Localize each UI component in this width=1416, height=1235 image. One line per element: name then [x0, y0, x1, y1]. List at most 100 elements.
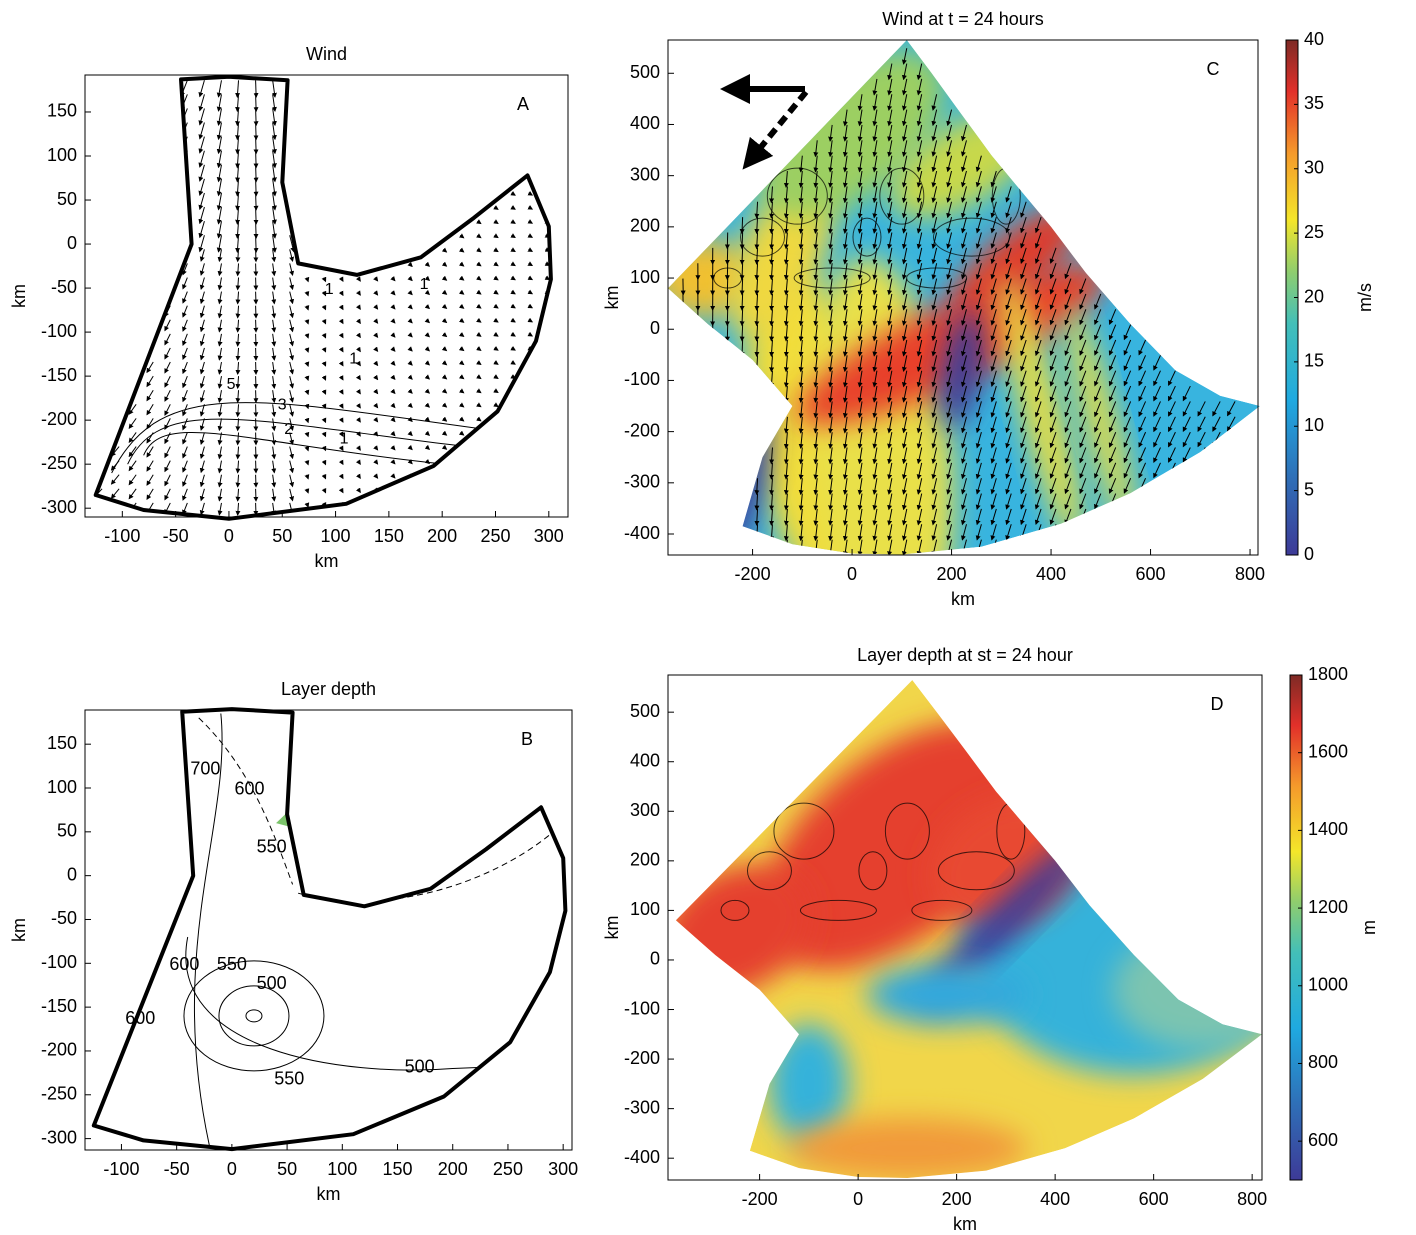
- wind-arrow: [390, 318, 396, 324]
- wind-arrow: [527, 289, 534, 295]
- y-tick-label: -50: [51, 277, 77, 297]
- wind-arrow: [1034, 493, 1042, 510]
- wind-arrow: [407, 402, 413, 408]
- wind-arrow: [1123, 324, 1132, 341]
- wind-arrow: [931, 370, 938, 388]
- y-tick-label: 300: [630, 164, 660, 184]
- wind-arrow: [458, 289, 465, 295]
- x-tick-label: 300: [534, 526, 564, 546]
- wind-arrow: [990, 186, 997, 203]
- wind-arrow: [289, 446, 295, 460]
- wind-arrow: [1079, 278, 1087, 295]
- wind-arrow: [813, 201, 819, 219]
- y-tick-label: 100: [47, 145, 77, 165]
- wind-arrow: [828, 370, 834, 388]
- wind-arrow: [338, 304, 344, 311]
- wind-arrow: [390, 402, 396, 409]
- chart-title: Wind at t = 24 hours: [882, 9, 1044, 29]
- wind-arrow: [1005, 186, 1012, 203]
- wind-arrow: [990, 232, 997, 249]
- wind-arrow: [872, 339, 878, 357]
- wind-arrow: [931, 109, 938, 127]
- wind-arrow: [1227, 416, 1236, 432]
- wind-arrow: [901, 124, 908, 142]
- wind-arrow: [355, 473, 361, 480]
- wind-arrow: [289, 474, 295, 488]
- wind-arrow: [271, 347, 277, 361]
- wind-arrow: [1034, 431, 1042, 449]
- wind-arrow: [1049, 431, 1057, 449]
- wind-arrow: [182, 375, 188, 389]
- wind-arrow: [164, 432, 171, 445]
- wind-arrow: [901, 355, 908, 373]
- wind-arrow: [1212, 416, 1221, 432]
- wind-arrow: [1123, 385, 1132, 402]
- wind-arrow: [901, 109, 908, 127]
- wind-arrow: [476, 275, 482, 281]
- wind-arrow: [304, 417, 310, 424]
- wind-arrow: [1153, 447, 1161, 463]
- wind-arrow: [887, 524, 893, 541]
- wind-arrow: [321, 318, 327, 325]
- wind-arrow: [783, 309, 789, 327]
- wind-arrow: [198, 221, 205, 239]
- wind-arrow: [355, 417, 361, 423]
- wind-arrow: [1064, 278, 1072, 295]
- wind-arrow: [813, 401, 819, 419]
- wind-arrow: [510, 247, 516, 253]
- wind-arrow: [916, 217, 923, 234]
- wind-arrow: [198, 94, 205, 112]
- x-tick-label: 250: [493, 1159, 523, 1179]
- wind-arrow: [510, 345, 516, 351]
- wind-arrow: [1138, 339, 1147, 356]
- x-tick-label: -200: [735, 564, 771, 584]
- axes-frame: [667, 674, 1263, 1181]
- wind-arrow: [373, 473, 379, 479]
- wind-arrow: [373, 332, 379, 338]
- wind-arrow: [901, 385, 908, 403]
- wind-arrow: [355, 304, 361, 310]
- wind-arrow: [798, 186, 804, 204]
- wind-arrow: [798, 447, 804, 465]
- wind-arrow: [199, 432, 205, 445]
- wind-arrow: [783, 416, 789, 434]
- wind-arrow: [857, 263, 863, 280]
- wind-arrow: [887, 78, 893, 96]
- wind-arrow: [321, 347, 327, 353]
- wind-arrow: [931, 524, 938, 541]
- wind-arrow: [1064, 478, 1072, 495]
- wind-arrow: [424, 360, 431, 366]
- y-tick-label: 150: [47, 733, 77, 753]
- x-tick-label: 0: [847, 564, 857, 584]
- y-tick-label: -100: [41, 952, 77, 972]
- colorbar: [1289, 674, 1303, 1181]
- wind-arrow: [1049, 401, 1057, 418]
- wind-arrow: [424, 416, 431, 422]
- axes-frame: [84, 709, 573, 1151]
- x-tick-label: 600: [1136, 564, 1166, 584]
- wind-arrow: [916, 278, 923, 296]
- wind-arrow: [235, 347, 241, 361]
- wind-arrow: [146, 432, 154, 444]
- field: [95, 80, 551, 519]
- wind-arrow: [289, 305, 295, 319]
- wind-arrow: [441, 416, 448, 422]
- wind-arrow: [235, 277, 241, 291]
- wind-arrow: [289, 488, 295, 502]
- wind-arrow: [901, 447, 908, 465]
- wind-arrow: [128, 488, 137, 500]
- wind-arrow: [857, 370, 863, 388]
- wind-arrow: [424, 318, 431, 324]
- wind-arrow: [931, 201, 938, 219]
- wind-arrow: [798, 278, 804, 296]
- wind-arrow: [199, 305, 205, 319]
- wind-arrow: [798, 339, 804, 357]
- wind-arrow: [916, 539, 923, 555]
- wind-arrow: [857, 278, 863, 296]
- wind-arrow: [842, 370, 848, 388]
- domain-outline: [91, 707, 568, 1152]
- wind-arrow: [783, 339, 789, 357]
- wind-arrow: [828, 339, 834, 357]
- wind-arrow: [842, 462, 848, 480]
- contour-label: 550: [274, 1069, 304, 1089]
